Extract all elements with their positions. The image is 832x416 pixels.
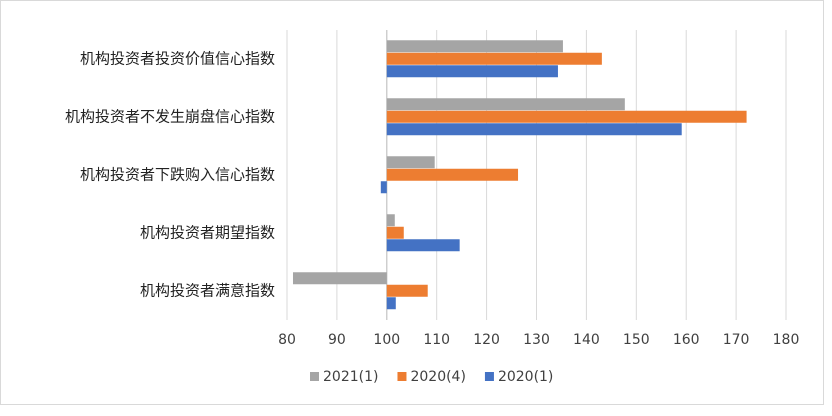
category-label: 机构投资者下跌购入信心指数	[80, 166, 275, 184]
x-tick-label: 100	[373, 332, 400, 348]
bar	[380, 181, 387, 194]
bar	[386, 65, 558, 78]
bar	[292, 272, 387, 285]
bar	[386, 214, 395, 227]
bar	[386, 98, 625, 111]
bar	[386, 156, 435, 169]
x-tick-label: 140	[573, 332, 600, 348]
category-label: 机构投资者期望指数	[140, 224, 275, 242]
legend-label: 2020(1)	[498, 369, 553, 385]
x-tick-label: 170	[723, 332, 750, 348]
bar	[386, 284, 428, 297]
x-tick-label: 150	[623, 332, 650, 348]
category-label: 机构投资者满意指数	[140, 282, 275, 300]
bar	[386, 297, 396, 310]
x-tick-label: 180	[773, 332, 800, 348]
legend-swatch	[484, 372, 494, 381]
legend-swatch	[310, 372, 319, 381]
bar	[386, 123, 682, 136]
bar	[386, 239, 460, 252]
legend-swatch	[397, 372, 407, 381]
bar	[386, 168, 519, 181]
x-tick-label: 160	[673, 332, 700, 348]
x-tick-label: 120	[473, 332, 500, 348]
bar	[386, 52, 602, 65]
x-tick-label: 130	[523, 332, 550, 348]
bar	[386, 40, 563, 53]
bar	[386, 110, 747, 123]
legend-label: 2021(1)	[323, 369, 378, 385]
x-tick-label: 90	[328, 332, 346, 348]
legend-label: 2020(4)	[410, 369, 465, 385]
x-tick-label: 80	[278, 332, 296, 348]
category-label: 机构投资者不发生崩盘信心指数	[65, 108, 275, 126]
bar	[386, 226, 404, 239]
category-label: 机构投资者投资价值信心指数	[80, 50, 275, 68]
x-tick-label: 110	[423, 332, 450, 348]
